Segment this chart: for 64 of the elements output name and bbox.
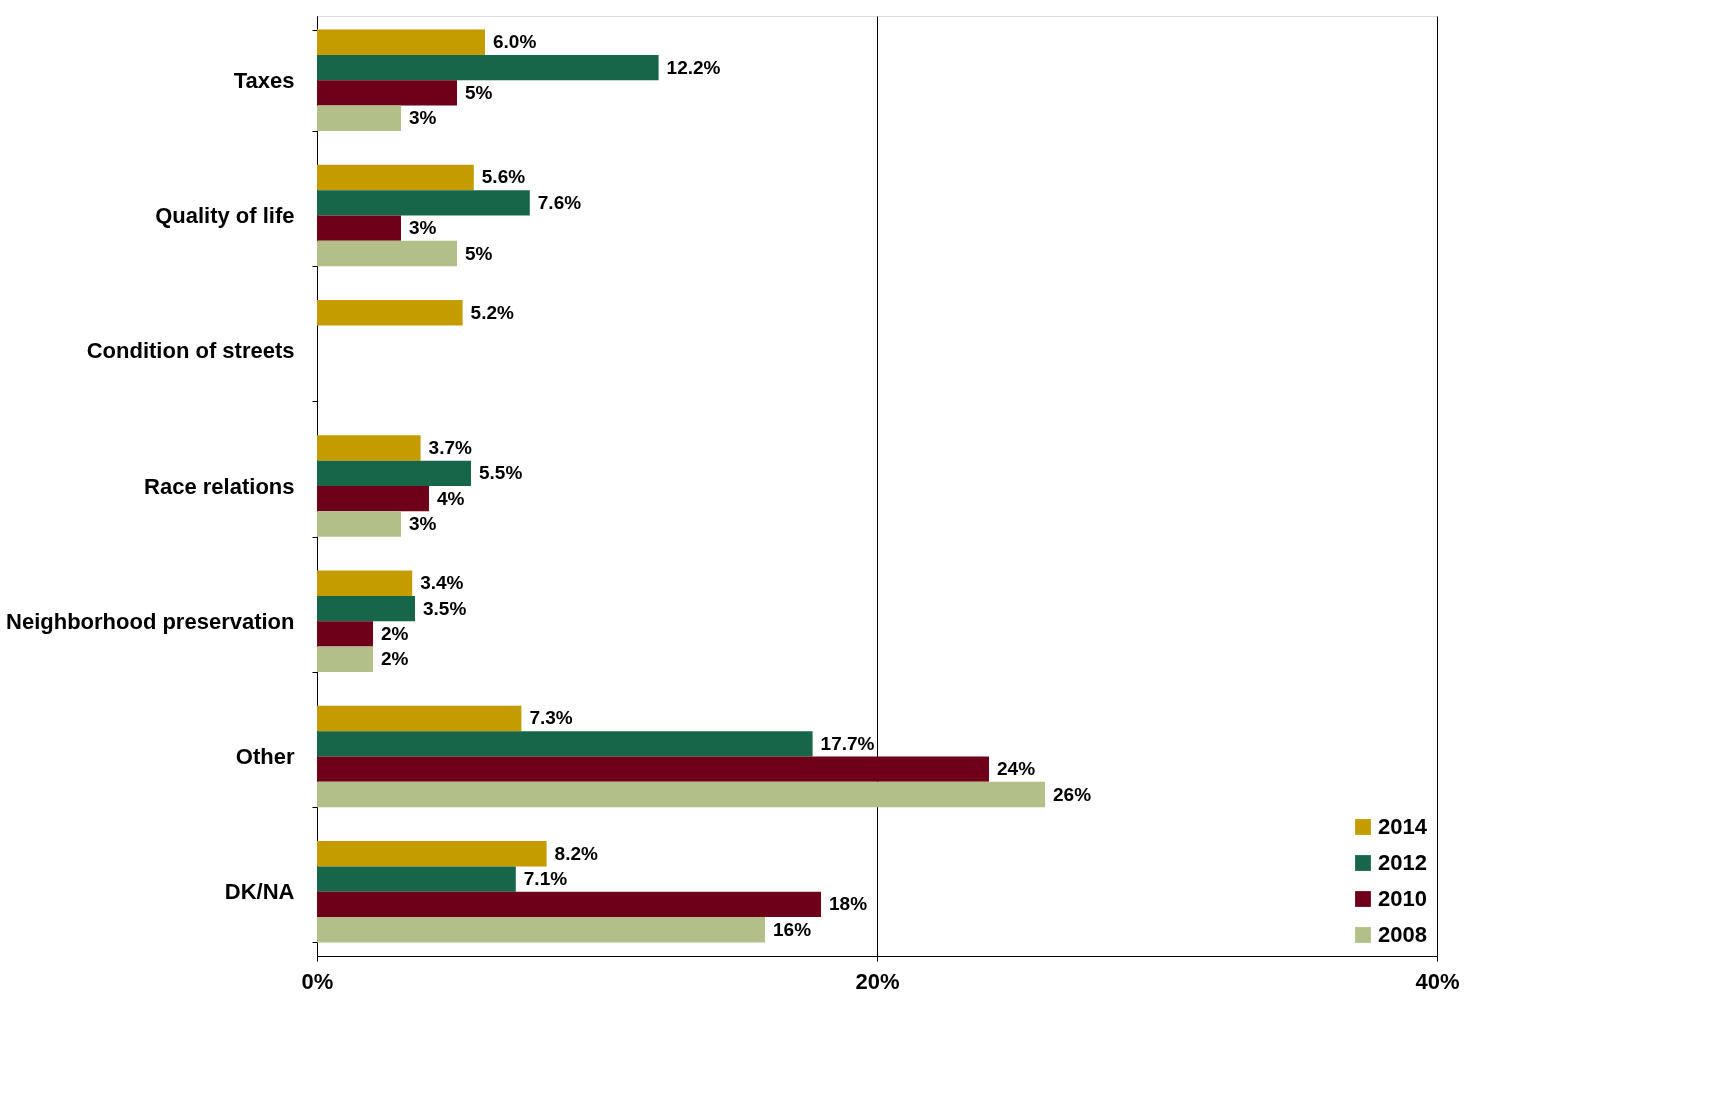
data-label: 3% [409,217,437,239]
bar [317,917,765,943]
bar [317,486,429,512]
x-tick-label: 0% [301,968,334,994]
data-label: 12.2% [666,56,721,78]
bar [317,215,401,241]
y-tick-label: Race relations [144,473,295,499]
data-label: 5.6% [481,166,526,188]
data-label: 18% [829,893,868,915]
bar [317,460,471,486]
bar [317,621,373,647]
legend-label: 2012 [1378,850,1427,875]
data-label: 24% [997,758,1036,780]
legend-label: 2008 [1378,922,1427,947]
data-label: 5.5% [479,462,523,484]
bar [317,781,1045,808]
bar [317,891,821,918]
y-tick-label: Neighborhood preservation [6,608,295,634]
bar [317,164,474,191]
data-label: 3.7% [428,436,473,458]
y-tick-label: Condition of streets [86,338,295,364]
bar [317,756,989,782]
y-tick-label: Other [235,744,295,769]
data-label: 2% [381,648,409,670]
data-label: 7.3% [529,707,573,729]
data-label: 3% [409,107,437,129]
y-tick-label: Quality of life [155,203,295,228]
bar [317,29,485,55]
data-label: 4% [437,487,465,509]
data-label: 7.1% [523,868,568,890]
bar [317,300,463,326]
bar [317,731,813,757]
data-label: 5% [465,81,493,103]
bar [317,54,659,81]
data-label: 5% [465,242,493,264]
data-label: 7.6% [537,191,582,213]
data-label: 6.0% [493,31,537,53]
data-label: 8.2% [554,842,599,864]
data-label: 5.2% [470,301,515,323]
bar [317,866,516,892]
bar [317,80,457,106]
legend-label: 2010 [1378,886,1427,911]
bar [317,595,415,622]
bar [317,435,421,461]
bar [317,646,373,672]
data-label: 3% [409,513,437,535]
x-tick-label: 40% [1415,968,1460,994]
data-label: 26% [1053,783,1092,805]
bar [317,705,522,732]
data-label: 3.4% [420,572,464,594]
data-label: 17.7% [820,732,875,754]
bar [317,105,401,131]
legend-label: 2014 [1378,814,1428,839]
data-label: 3.5% [423,597,467,619]
data-label: 2% [381,622,409,644]
bar [317,240,457,267]
bar [317,190,530,216]
y-tick-label: Taxes [233,67,295,93]
bar [317,570,413,596]
x-tick-label: 20% [855,968,900,994]
y-tick-label: DK/NA [224,879,295,905]
bar [317,511,401,537]
data-label: 16% [773,918,812,940]
bar [317,841,547,867]
